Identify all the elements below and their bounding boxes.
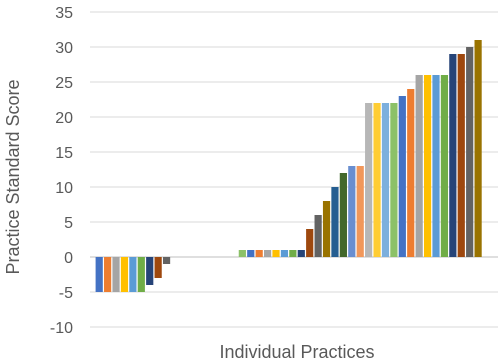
bar <box>272 250 280 257</box>
bar <box>449 54 457 257</box>
bar <box>440 75 449 257</box>
y-tick-label: 5 <box>64 215 73 232</box>
bar <box>112 257 120 292</box>
bar <box>322 201 331 257</box>
bar <box>95 257 103 292</box>
bar <box>280 250 289 257</box>
y-axis-title: Practice Standard Score <box>3 79 23 274</box>
y-tick-label: 0 <box>64 250 73 267</box>
x-axis-title: Individual Practices <box>219 342 374 362</box>
bar <box>146 257 154 285</box>
y-tick-label: 30 <box>55 40 73 57</box>
y-tick-label: 35 <box>55 5 73 22</box>
bar <box>339 173 347 257</box>
bar <box>137 257 145 292</box>
y-tick-label: 20 <box>55 110 73 127</box>
bar <box>297 250 305 257</box>
bar <box>407 89 415 257</box>
bar <box>104 257 112 292</box>
bar <box>306 229 314 257</box>
y-tick-label: -10 <box>50 320 73 337</box>
bar <box>289 250 297 257</box>
y-axis-tick-labels: -10 -5 0 5 10 15 20 25 30 35 <box>50 5 73 337</box>
y-tick-label: 25 <box>55 75 73 92</box>
bar <box>398 96 406 257</box>
bar <box>466 47 474 257</box>
bar <box>390 103 398 257</box>
bars <box>95 40 482 292</box>
bar <box>129 257 137 292</box>
bar <box>423 75 432 257</box>
bar <box>365 103 373 257</box>
bar <box>314 215 322 257</box>
bar <box>381 103 390 257</box>
bar <box>457 54 465 257</box>
bar <box>331 187 339 257</box>
y-tick-label: -5 <box>59 285 73 302</box>
bar <box>255 250 263 257</box>
bar <box>238 250 246 257</box>
bar <box>264 250 272 257</box>
bar <box>120 257 129 292</box>
bar <box>415 75 423 257</box>
y-tick-label: 10 <box>55 180 73 197</box>
bar <box>474 40 482 257</box>
bar <box>154 257 162 278</box>
y-tick-label: 15 <box>55 145 73 162</box>
bar <box>373 103 381 257</box>
bar <box>348 166 356 257</box>
bar <box>356 166 364 257</box>
bar <box>432 75 440 257</box>
bar <box>162 257 171 264</box>
bar <box>247 250 255 257</box>
